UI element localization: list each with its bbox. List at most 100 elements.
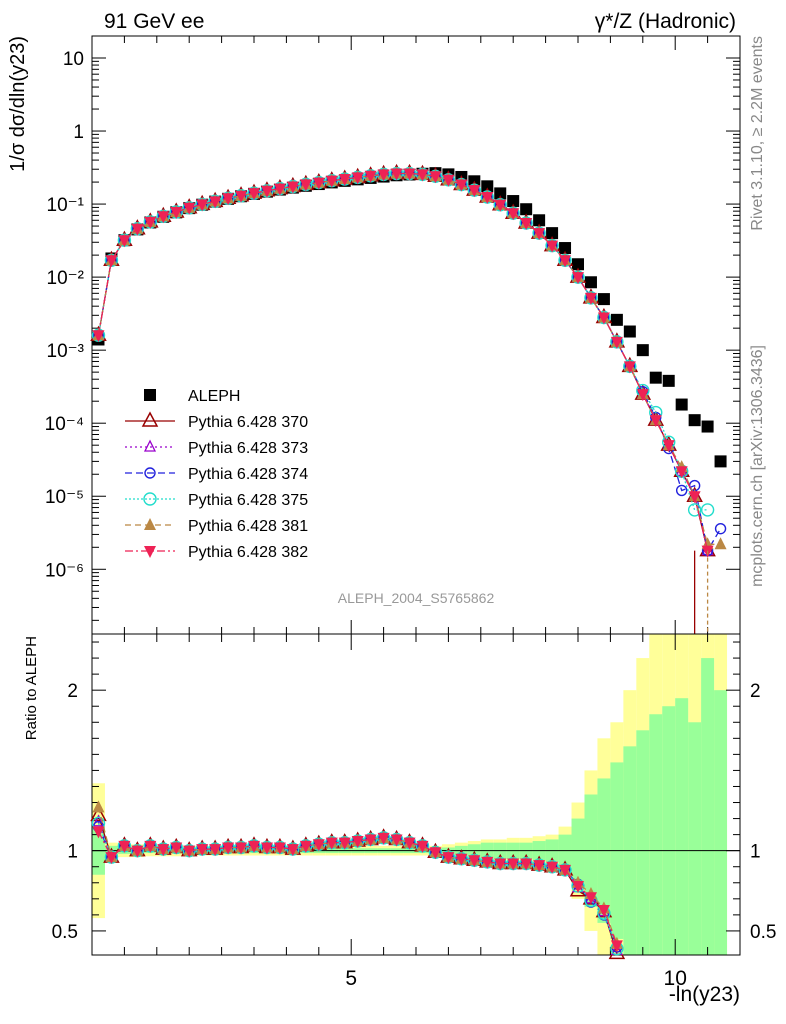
top-point [533,214,546,227]
ratio-point [390,834,403,847]
band-inner-bin [636,730,650,955]
ratio-point [157,844,170,857]
band-inner-bin [714,690,728,955]
bottom-panel: 0.5 0.5 1 1 2 2 5 10 [52,633,776,990]
top-ytick-label: 10⁻⁴ [45,414,84,435]
top-point [118,235,131,248]
legend-entry-6: Pythia 6.428 382 [125,544,308,561]
legend: ALEPH Pythia 6.428 370 Pythia 6.428 373 Pyt… [125,388,308,561]
bottom-ytick-label-right: 2 [750,681,761,702]
legend-entry-2: Pythia 6.428 373 [125,439,308,457]
mcplots-label: mcplots.cern.ch [arXiv:1306.3436] [749,345,766,587]
top-point [636,389,649,402]
top-point [429,171,442,184]
ratio-point [572,880,584,893]
bottom-ytick-label: 2 [67,681,78,702]
top-point [481,180,494,193]
ratio-point [481,856,494,869]
ratio-point [520,858,533,871]
top-point [183,202,196,215]
top-ytick-label: 10 [63,49,84,70]
legend-marker [144,467,156,479]
top-point [597,293,610,306]
ratio-point [351,836,364,849]
top-point [105,255,118,268]
top-ytick-label: 10⁻³ [47,341,85,362]
top-point [546,240,559,253]
band-inner-bin [649,714,663,955]
legend-entry-4: Pythia 6.428 375 [125,492,308,509]
legend-label: Pythia 6.428 381 [188,518,308,535]
ratio-point [144,840,157,853]
top-point [260,185,273,198]
top-point [714,455,727,468]
top-series-1 [90,163,716,557]
top-point [649,371,662,384]
ratio-point [325,837,338,850]
legend-label: Pythia 6.428 375 [188,492,308,509]
ratio-point [559,864,572,877]
ratio-point [468,855,481,868]
ratio-point [235,842,248,855]
ratio-point [533,860,546,873]
ratio-point [494,858,507,871]
xtick-label: 5 [345,967,357,990]
ratio-point [273,842,286,855]
ratio-point [92,826,105,839]
top-series-line [97,172,709,551]
ratio-point [455,853,468,866]
top-point [687,503,702,517]
top-point [597,312,610,325]
top-point [364,170,377,183]
top-point [520,218,533,231]
top-point [273,183,286,196]
top-point [572,272,584,285]
top-point [623,361,636,374]
ratio-point [196,844,209,857]
top-point [675,466,688,479]
ratio-series-4 [92,800,623,949]
top-point [481,191,494,204]
ratio-point [248,840,260,853]
top-point [235,190,248,203]
ratio-point [222,842,235,855]
bottom-ytick-label-right: 1 [750,842,761,863]
top-point [714,537,727,550]
top-point [546,227,559,240]
ratio-point [105,852,118,865]
top-point [299,179,312,192]
ratio-point [90,805,107,822]
top-point [584,292,597,305]
ratio-point [170,842,183,855]
top-series-2 [92,166,714,556]
ratio-series-line [97,807,618,945]
top-point [559,242,572,255]
top-point [688,491,701,504]
legend-entry-1: Pythia 6.428 370 [125,411,308,431]
ratio-series-0 [90,805,626,960]
top-point [157,211,170,224]
top-point [520,203,533,216]
top-point [507,195,520,208]
top-point [559,255,572,268]
top-point [662,440,675,453]
ratio-point [92,814,105,827]
top-point [92,330,105,343]
top-point [312,177,325,190]
legend-marker [144,518,156,530]
top-point [636,344,649,357]
ratio-point [429,847,442,860]
bottom-ylabel: Ratio to ALEPH [23,636,40,740]
band-inner-bin [688,722,702,955]
legend-marker [144,546,156,558]
ratio-point [546,861,559,874]
top-point [209,196,222,209]
header-right: γ*/Z (Hadronic) [595,10,736,33]
top-point [494,187,507,200]
band-inner-bin [701,658,715,955]
ratio-point [338,837,351,850]
top-ytick-label: 10⁻⁵ [45,487,84,508]
ratio-point [118,840,131,853]
band-inner-bin [675,698,689,955]
